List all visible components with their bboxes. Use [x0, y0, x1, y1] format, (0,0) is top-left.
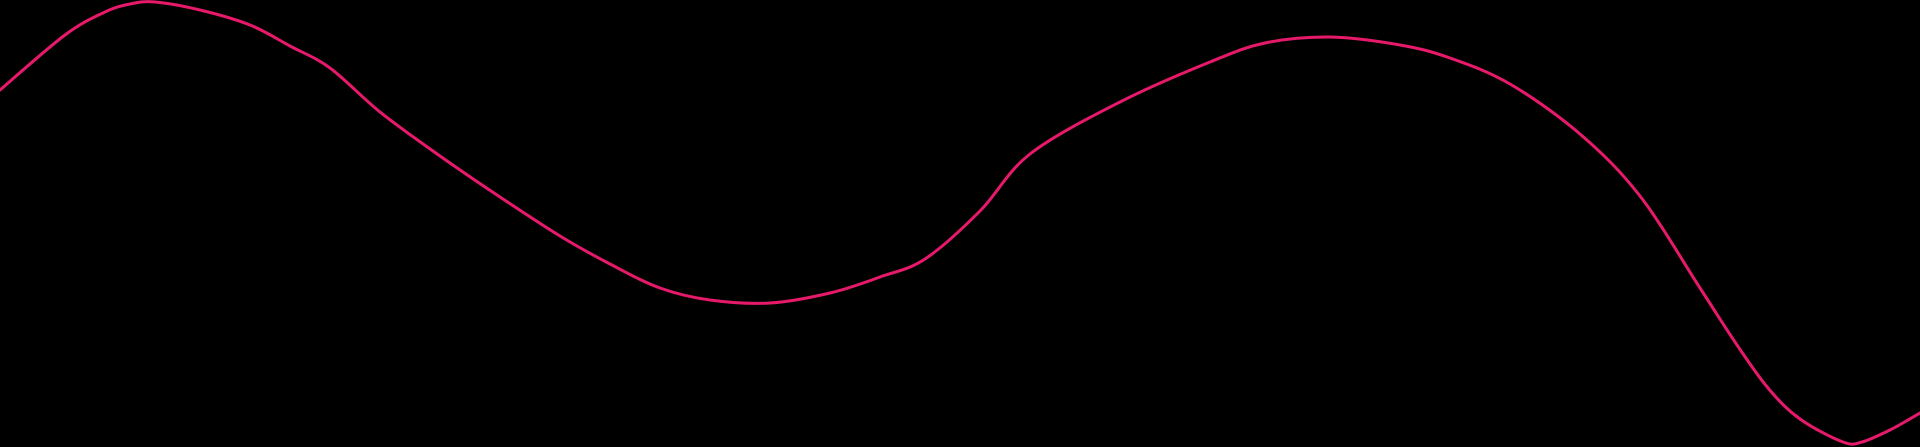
chart-background	[0, 0, 1920, 447]
curve-line	[0, 0, 1920, 446]
curve-svg	[0, 0, 1920, 447]
chart-canvas	[0, 0, 1920, 447]
